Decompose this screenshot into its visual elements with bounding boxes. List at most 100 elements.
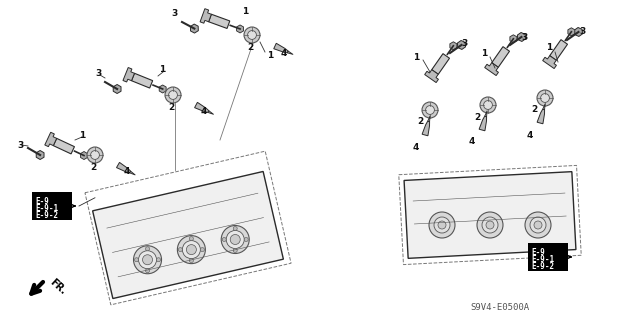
Text: E-9: E-9 <box>531 248 545 257</box>
Circle shape <box>168 91 177 100</box>
Polygon shape <box>116 162 131 173</box>
Polygon shape <box>458 41 465 49</box>
Polygon shape <box>208 111 214 115</box>
Circle shape <box>541 93 549 102</box>
Circle shape <box>134 246 161 274</box>
Polygon shape <box>130 171 135 175</box>
Text: E-9-2: E-9-2 <box>531 262 554 271</box>
Text: 3: 3 <box>579 27 585 36</box>
Text: 1: 1 <box>546 43 552 53</box>
Circle shape <box>189 237 193 241</box>
Circle shape <box>145 247 150 251</box>
Polygon shape <box>93 172 284 299</box>
Polygon shape <box>404 172 576 258</box>
Circle shape <box>230 234 240 244</box>
Polygon shape <box>45 132 57 147</box>
Text: E-9-2: E-9-2 <box>35 211 58 220</box>
Text: 2: 2 <box>90 162 96 172</box>
Circle shape <box>537 90 553 106</box>
Polygon shape <box>190 24 198 33</box>
Text: 4: 4 <box>124 167 130 176</box>
Polygon shape <box>568 28 575 36</box>
Text: 1: 1 <box>481 48 487 57</box>
Polygon shape <box>209 14 230 28</box>
Polygon shape <box>113 85 121 93</box>
Text: 3: 3 <box>521 33 527 41</box>
Circle shape <box>226 231 244 249</box>
Text: E-9-1: E-9-1 <box>35 204 58 213</box>
Text: 3: 3 <box>172 10 178 19</box>
Text: 3: 3 <box>461 40 467 48</box>
Polygon shape <box>537 109 545 124</box>
Polygon shape <box>492 47 509 67</box>
Polygon shape <box>53 138 74 154</box>
Text: 2: 2 <box>531 106 537 115</box>
Text: E-9-1: E-9-1 <box>531 255 554 264</box>
Polygon shape <box>425 70 438 83</box>
Text: 4: 4 <box>413 143 419 152</box>
Circle shape <box>145 269 150 273</box>
Circle shape <box>189 259 193 263</box>
Circle shape <box>182 241 200 259</box>
Circle shape <box>244 27 260 43</box>
Text: 2: 2 <box>417 117 423 127</box>
Circle shape <box>482 217 498 233</box>
Circle shape <box>138 251 157 269</box>
Text: E-9: E-9 <box>35 197 49 206</box>
Circle shape <box>233 249 237 253</box>
Circle shape <box>143 255 152 265</box>
Circle shape <box>486 221 494 229</box>
Circle shape <box>165 87 181 103</box>
Circle shape <box>438 221 446 229</box>
Polygon shape <box>159 85 166 93</box>
Polygon shape <box>237 25 244 33</box>
Circle shape <box>222 237 226 241</box>
Circle shape <box>434 217 450 233</box>
Text: 1: 1 <box>413 53 419 62</box>
Polygon shape <box>510 35 517 43</box>
Circle shape <box>233 226 237 231</box>
Polygon shape <box>543 104 545 110</box>
Text: 1: 1 <box>242 8 248 17</box>
Text: 1: 1 <box>159 65 165 75</box>
Circle shape <box>179 248 182 252</box>
Polygon shape <box>274 43 288 53</box>
Polygon shape <box>200 9 211 23</box>
Bar <box>32 192 72 220</box>
Circle shape <box>221 226 249 254</box>
Polygon shape <box>123 68 134 82</box>
Text: 1: 1 <box>79 130 85 139</box>
Circle shape <box>200 248 204 252</box>
Text: FR.: FR. <box>48 277 68 296</box>
Polygon shape <box>131 73 153 88</box>
Text: 2: 2 <box>474 113 480 122</box>
Text: 2: 2 <box>168 102 174 112</box>
Circle shape <box>530 217 546 233</box>
Text: 4: 4 <box>469 137 475 146</box>
Circle shape <box>422 102 438 118</box>
Polygon shape <box>543 56 556 69</box>
Text: S9V4-E0500A: S9V4-E0500A <box>470 303 529 313</box>
Polygon shape <box>484 63 499 76</box>
Circle shape <box>480 97 496 113</box>
Text: 3: 3 <box>17 140 23 150</box>
Circle shape <box>244 237 248 241</box>
Text: 3: 3 <box>95 70 101 78</box>
Circle shape <box>534 221 542 229</box>
Text: 4: 4 <box>201 108 207 116</box>
Circle shape <box>87 147 103 163</box>
Text: 4: 4 <box>527 130 533 139</box>
Text: 4: 4 <box>281 48 287 57</box>
Circle shape <box>477 212 503 238</box>
Circle shape <box>177 236 205 263</box>
Circle shape <box>525 212 551 238</box>
Polygon shape <box>432 54 449 74</box>
Polygon shape <box>287 51 293 55</box>
Circle shape <box>426 106 435 115</box>
Polygon shape <box>422 121 429 136</box>
Circle shape <box>484 100 492 109</box>
Polygon shape <box>81 152 88 160</box>
Bar <box>528 243 568 271</box>
Polygon shape <box>428 116 430 122</box>
Polygon shape <box>517 33 525 41</box>
